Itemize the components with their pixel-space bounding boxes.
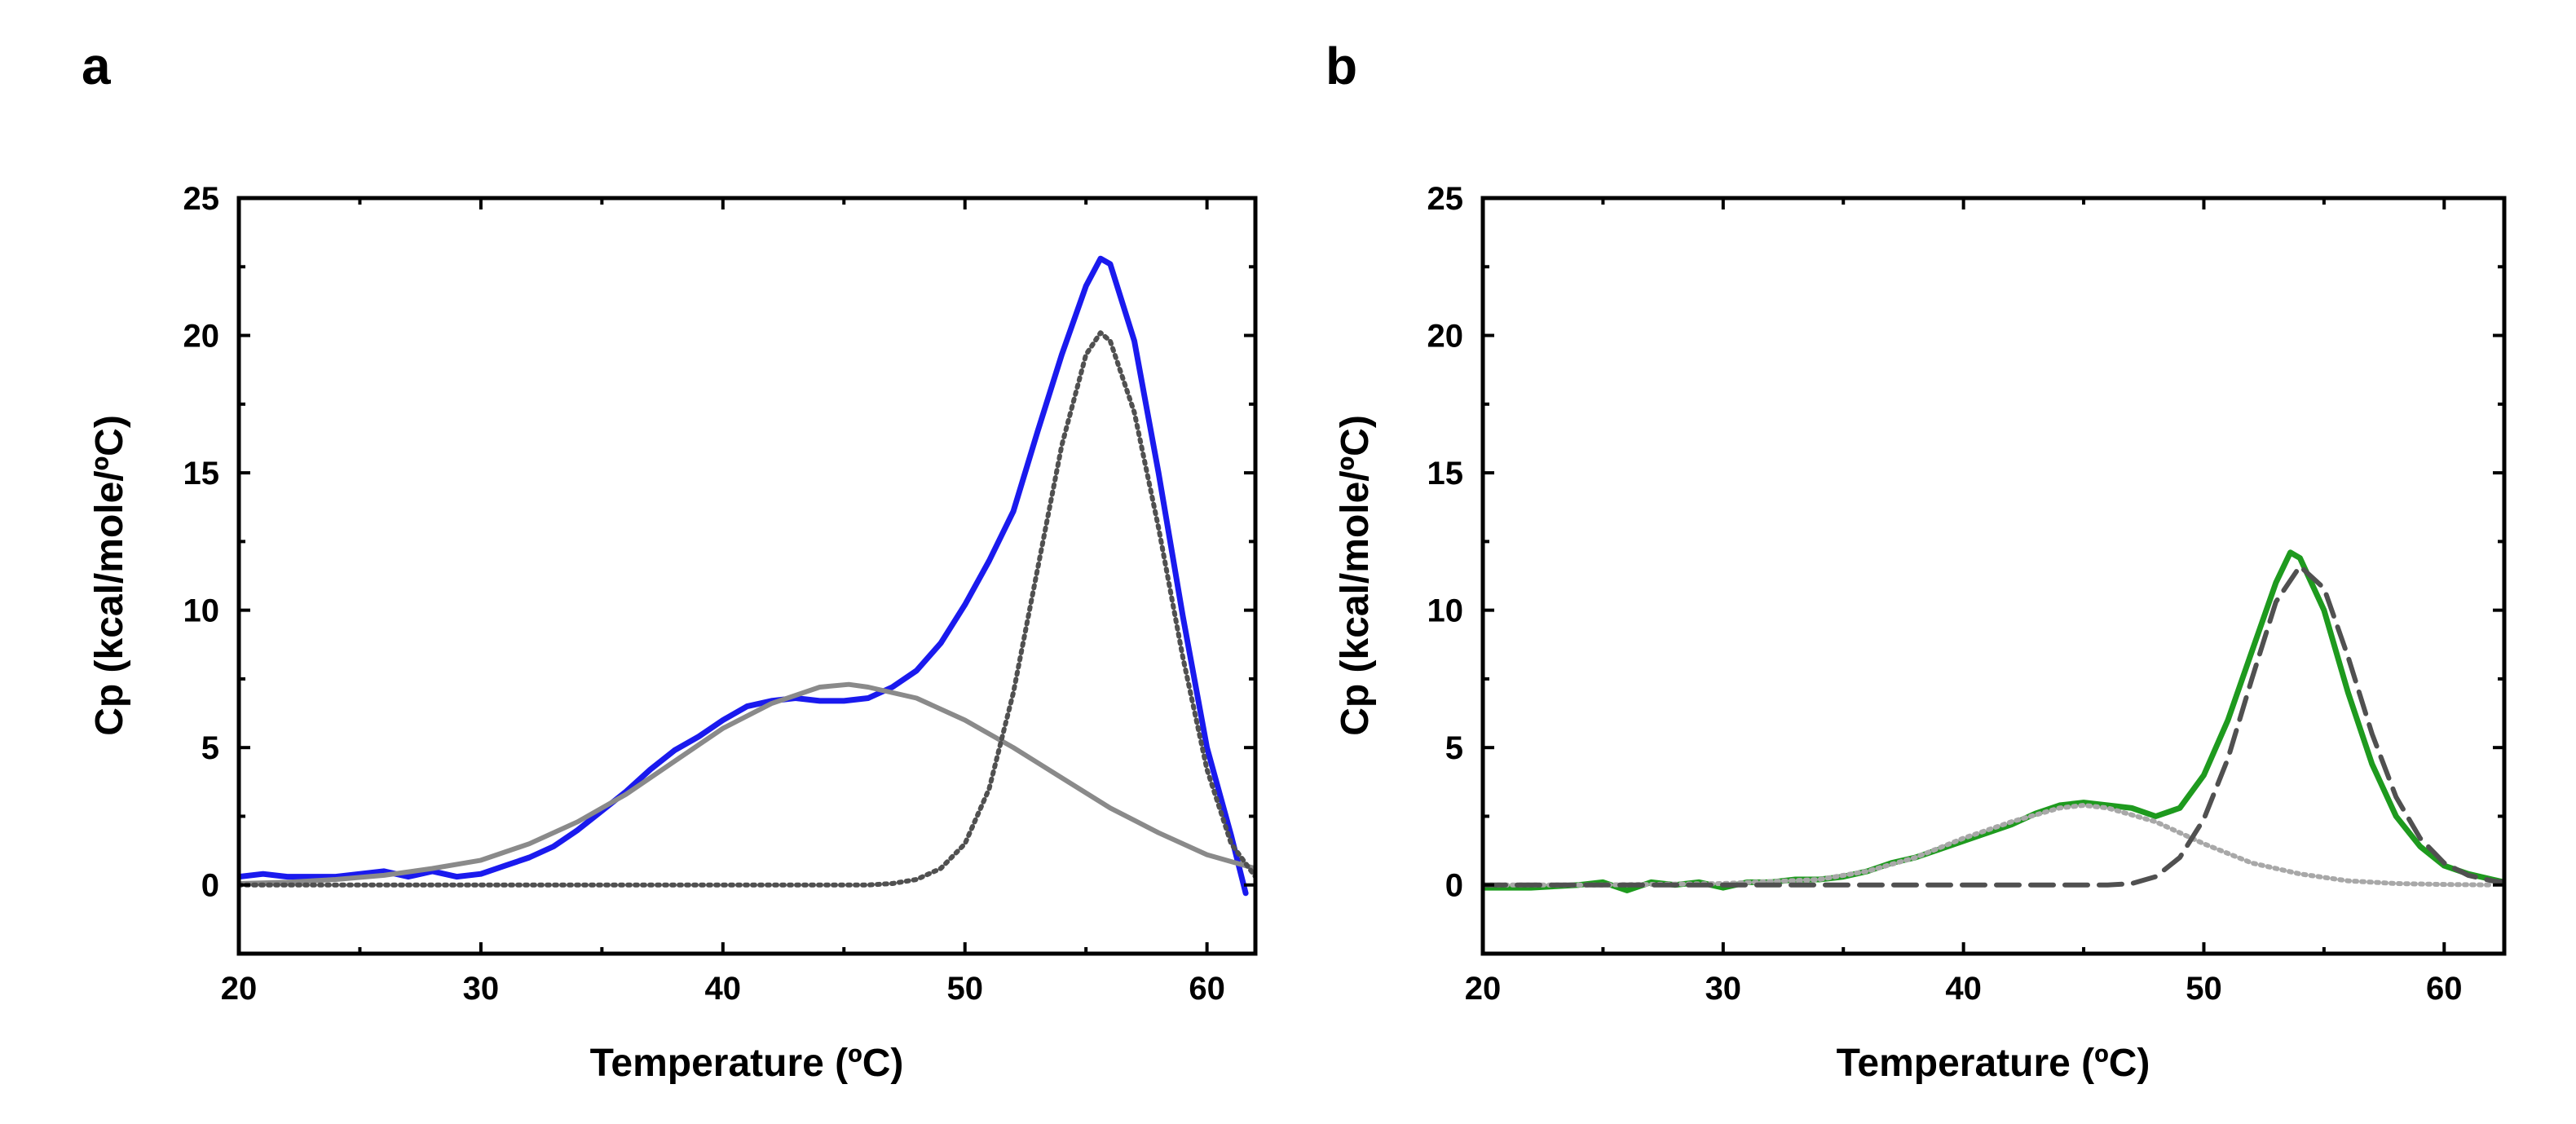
panel-b-x-axis-title: Temperature (ºC): [1837, 1042, 2150, 1085]
panel-a-y-axis-title: Cp (kcal/mole/ºC): [88, 415, 131, 736]
panel-b-y-axis-title: Cp (kcal/mole/ºC): [1334, 415, 1377, 736]
panel-b-series-1-line: [1483, 549, 2504, 893]
panel-b-y-tick-label: 15: [1427, 456, 1464, 491]
panel-b-series-2-line: [1483, 803, 2495, 888]
panel-b-y-tick-label: 20: [1427, 319, 1464, 355]
panel-b-plot-frame: [1480, 196, 2507, 956]
panel-a-x-tick-label: 20: [221, 971, 258, 1007]
panel-a-series-2-line: [239, 681, 1255, 886]
panel-b-x-tick-label: 20: [1465, 971, 1502, 1007]
panel-a-y-tick-label: 20: [183, 319, 220, 355]
panel-a-x-tick-label: 50: [946, 971, 983, 1007]
panel-b-x-tick-label: 40: [1945, 971, 1982, 1007]
panel-b-series-3-line: [1483, 563, 2504, 888]
panel-b-y-tick-label: 0: [1445, 868, 1463, 904]
panel-a-y-tick-label: 5: [201, 730, 219, 766]
panel-b-x-tick-label: 30: [1705, 971, 1742, 1007]
panel-b-y-tick-label: 5: [1445, 730, 1463, 766]
panel-b-y-tick-label: 25: [1427, 181, 1464, 217]
panel-a-letter: a: [82, 37, 111, 95]
panel-a-x-tick-label: 60: [1189, 971, 1225, 1007]
panel-b-x-tick-label: 50: [2186, 971, 2222, 1007]
panel-a-series: [239, 255, 1255, 897]
panel-a-ticks: 20 30 40 50 60 0 5 10 15 20 25: [183, 181, 1255, 1007]
panel-b-x-tick-label: 60: [2426, 971, 2463, 1007]
panel-a-series-3-line: [239, 330, 1255, 888]
panel-b-series: [1483, 549, 2504, 893]
panel-a-x-tick-label: 40: [705, 971, 742, 1007]
panel-a-y-tick-label: 10: [183, 593, 220, 629]
panel-a-x-axis-title: Temperature (ºC): [590, 1042, 904, 1085]
panel-b-letter: b: [1325, 37, 1357, 95]
panel-a-y-tick-label: 25: [183, 181, 220, 217]
panel-a-plot-frame: [236, 196, 1258, 956]
panel-b-ticks: 20 30 40 50 60 0 5 10 15 20 25: [1427, 181, 2504, 1007]
panel-b-y-tick-label: 10: [1427, 593, 1464, 629]
panel-a-x-tick-label: 30: [463, 971, 500, 1007]
panel-a-y-tick-label: 0: [201, 868, 219, 904]
panel-a-y-tick-label: 15: [183, 456, 220, 491]
panel-a-series-1-line: [239, 255, 1249, 897]
